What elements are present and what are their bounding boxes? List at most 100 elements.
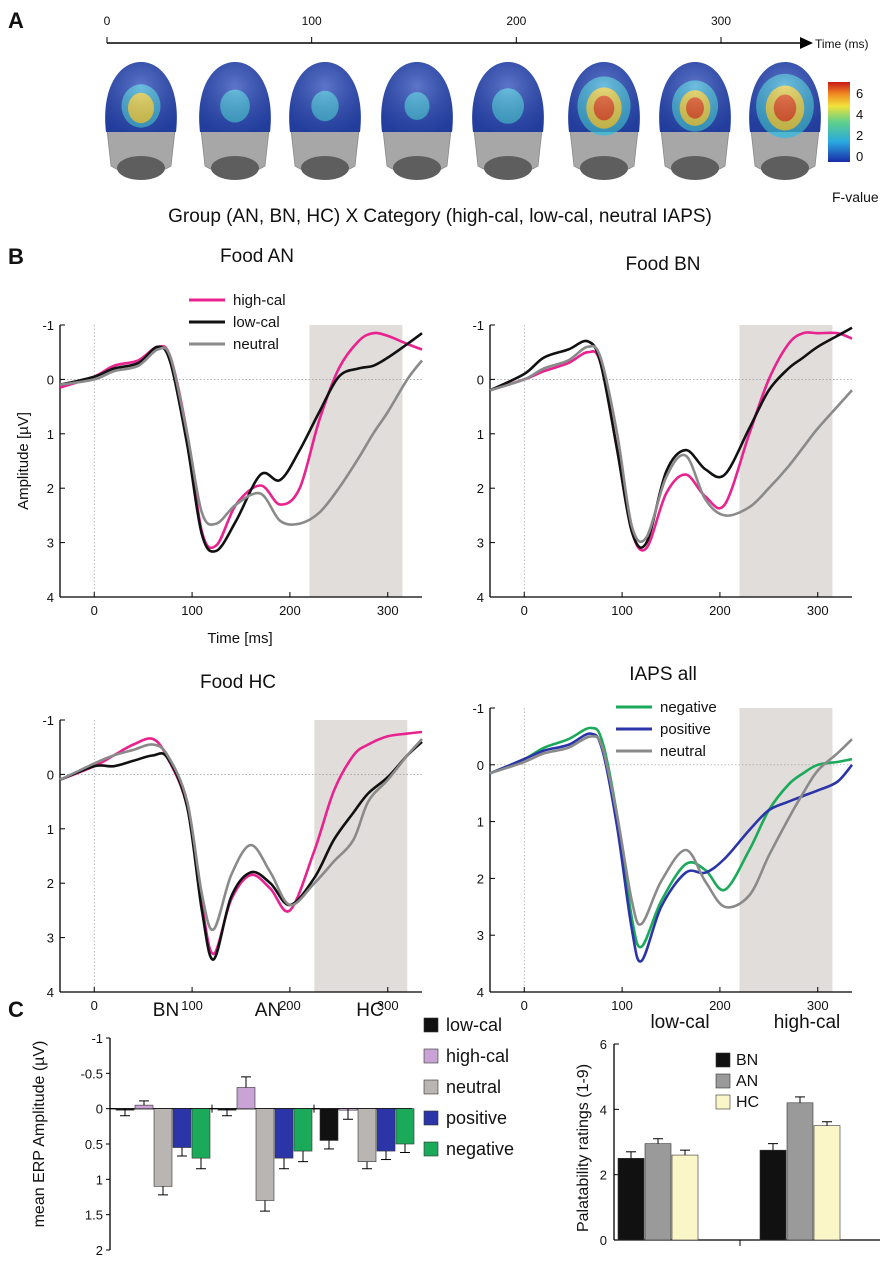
y-tick-label: 0 — [477, 372, 484, 387]
topomap-neck-base — [671, 156, 719, 180]
topomap-head — [105, 62, 177, 180]
colorbar-label: F-value — [832, 189, 879, 205]
legend-swatch-low-cal — [423, 1017, 439, 1033]
legend-swatch-high-cal — [423, 1048, 439, 1064]
timeline-tick-label: 300 — [711, 14, 731, 28]
x-tick-label: 300 — [377, 603, 399, 618]
y-tick-label: 6 — [600, 1037, 607, 1052]
y-tick-label: 4 — [477, 590, 484, 605]
series-line-low-cal — [59, 740, 423, 961]
topomap-shading — [472, 62, 544, 132]
bar-positive — [172, 1108, 192, 1148]
y-tick-label: 0 — [47, 767, 54, 782]
bar-high-cal — [236, 1087, 256, 1109]
legend-label-neutral: neutral — [233, 336, 279, 353]
x-tick-label: 0 — [91, 603, 98, 618]
x-tick-label: 100 — [181, 998, 203, 1013]
legend-label-negative: negative — [446, 1139, 514, 1159]
timeline-tick-label: 200 — [506, 14, 526, 28]
legend-label-AN: AN — [736, 1073, 758, 1090]
topomap-head — [381, 62, 453, 180]
topomap-head — [472, 62, 544, 180]
colorbar-tick-label: 6 — [856, 86, 863, 101]
bar-BN — [617, 1158, 645, 1241]
x-tick-label: 0 — [521, 603, 528, 618]
x-tick-label: 300 — [807, 998, 829, 1013]
y-tick-label: 1 — [477, 815, 484, 830]
series-line-negative — [489, 726, 853, 949]
y-tick-label: 1.5 — [85, 1208, 103, 1223]
legend-label-neutral: neutral — [660, 743, 706, 760]
y-tick-label: 0 — [477, 758, 484, 773]
y-tick-label: 0 — [47, 372, 54, 387]
legend-label-BN: BN — [736, 1052, 758, 1069]
legend-label-negative: negative — [660, 699, 717, 716]
group-label: BN — [153, 1000, 179, 1021]
x-tick-label: 100 — [181, 603, 203, 618]
y-tick-label: 2 — [47, 481, 54, 496]
y-axis-label: Amplitude [µV] — [15, 412, 32, 510]
group-label: HC — [356, 1000, 383, 1021]
topomap-head — [199, 62, 271, 180]
analysis-window — [739, 325, 833, 597]
series-line-neutral — [59, 346, 424, 526]
topomap-neck-base — [211, 156, 259, 180]
legend-swatch-HC — [715, 1094, 731, 1110]
legend-label-low-cal: low-cal — [233, 314, 280, 331]
legend-label-neutral: neutral — [446, 1077, 501, 1097]
x-tick-label: 200 — [279, 603, 301, 618]
analysis-window — [314, 720, 408, 992]
y-axis-label: mean ERP Amplitude (µV) — [31, 1041, 48, 1228]
group-label: low-cal — [650, 1012, 709, 1033]
y-tick-label: -1 — [472, 701, 484, 716]
y-tick-label: 3 — [477, 536, 484, 551]
y-tick-label: -1 — [91, 1031, 103, 1046]
y-tick-label: 3 — [47, 536, 54, 551]
topomap-neck-base — [393, 156, 441, 180]
topomap-shading — [105, 62, 177, 132]
topomap-shading — [381, 62, 453, 132]
bar-negative — [293, 1108, 313, 1152]
y-tick-label: 2 — [47, 876, 54, 891]
bar-positive — [274, 1108, 294, 1159]
series-line-neutral — [489, 735, 853, 926]
palatability-bar-chart: 0 2 4 6 low-cal high-cal Palatability ratings … — [575, 1012, 880, 1248]
y-tick-label: 1 — [477, 427, 484, 442]
colorbar-tick-label: 4 — [856, 107, 863, 122]
y-tick-label: 4 — [47, 590, 54, 605]
legend-label-positive: positive — [660, 721, 711, 738]
y-tick-label: 0 — [600, 1233, 607, 1248]
timeline-tick-label: 100 — [302, 14, 322, 28]
bar-negative — [395, 1108, 415, 1145]
y-tick-label: 4 — [477, 985, 484, 1000]
y-tick-label: -1 — [42, 713, 54, 728]
y-tick-label: -0.5 — [81, 1066, 103, 1081]
x-tick-label: 0 — [521, 998, 528, 1013]
bar-neutral — [255, 1108, 275, 1201]
topomap-neck-base — [761, 156, 809, 180]
x-tick-label: 0 — [91, 998, 98, 1013]
bar-neutral — [357, 1108, 377, 1162]
topomap-caption: Group (AN, BN, HC) X Category (high-cal,… — [168, 206, 712, 227]
colorbar-tick-label: 2 — [856, 128, 863, 143]
erp-plot-food_hc: -1 0 1 2 3 4 0 100 200 300 Food HC — [42, 672, 423, 1013]
timeline-axis: 0 100 200 300 Time (ms) — [104, 14, 869, 51]
legend-label-low-cal: low-cal — [446, 1015, 502, 1035]
y-tick-label: 3 — [477, 928, 484, 943]
x-axis-label: Time [ms] — [207, 630, 272, 647]
analysis-window — [739, 708, 833, 992]
topomap-neck-base — [484, 156, 532, 180]
colorbar — [828, 82, 850, 162]
y-tick-label: -1 — [42, 318, 54, 333]
erp-plot-iaps_all: -1 0 1 2 3 4 0 100 200 300 IAPS all negative positiv… — [472, 664, 854, 1013]
x-tick-label: 200 — [709, 998, 731, 1013]
topomap-shading — [289, 62, 361, 132]
bar-AN — [786, 1102, 814, 1241]
series-line-neutral — [59, 738, 423, 931]
plot-title: IAPS all — [629, 664, 697, 685]
y-tick-label: 4 — [47, 985, 54, 1000]
series-line-low-cal — [59, 332, 423, 553]
legend-label-positive: positive — [446, 1108, 507, 1128]
